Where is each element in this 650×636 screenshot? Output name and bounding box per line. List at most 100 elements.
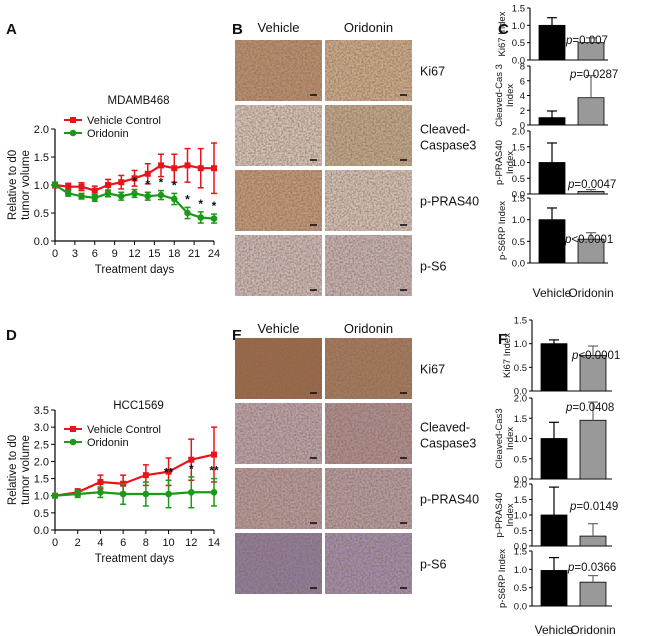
bar-vehicle	[538, 162, 566, 195]
data-point	[211, 451, 217, 458]
y-tick-label: 0.0	[514, 387, 527, 398]
bar-subplot: 0.0 0.5 1.0 1.5 2.0 p=0.0149 p-PRAS40Index	[494, 480, 618, 553]
micrograph-texture	[325, 170, 412, 231]
y-axis-label: Cleaved-Cas3Index	[494, 408, 516, 468]
p-value: p=0.0047	[567, 179, 616, 191]
line-chart-D: HCC1569 0.0 0.5 1.0 1.5 2.0 2.5 3.0 3.5 0 2 4 6 8 10 12…	[7, 400, 220, 565]
data-point	[188, 456, 195, 463]
bar-chart-C: 0.0 0.5 1.0 1.5 p=0.007 Ki67 Index 0 2 4 6 8 p=0.02…	[494, 4, 618, 301]
data-point	[131, 175, 138, 182]
bar-oridonin	[579, 535, 607, 547]
bar-subplot: 0.0 0.5 1.0 1.5 p=0.0366 p-S6RP Index	[497, 547, 616, 613]
x-tick-label: 21	[188, 248, 200, 260]
bar-vehicle	[540, 514, 568, 547]
data-point	[119, 490, 127, 498]
y-tick-label: 1.5	[512, 142, 525, 153]
y-tick-label: 0.5	[514, 454, 527, 465]
y-tick-label: 1.0	[514, 565, 527, 576]
legend-marker	[69, 438, 77, 446]
micrograph-texture	[235, 468, 322, 529]
data-point	[210, 215, 218, 222]
y-tick-label: 1.0	[512, 215, 525, 226]
data-point	[118, 179, 125, 186]
data-point	[170, 195, 178, 203]
row-label: Cleaved-	[420, 421, 470, 435]
data-point	[64, 190, 72, 197]
micrograph-texture	[325, 338, 412, 399]
data-point	[78, 183, 85, 190]
data-point	[131, 190, 138, 197]
bar-oridonin	[577, 97, 605, 126]
data-point	[105, 182, 111, 188]
x-tick-label: 8	[143, 537, 149, 549]
bar-oridonin	[579, 581, 607, 607]
y-tick-label: 2.0	[34, 456, 49, 468]
chart-title: MDAMB468	[108, 95, 170, 107]
y-axis-label: Relative to d0tumor volume	[7, 150, 32, 220]
row-label: Ki67	[420, 65, 445, 79]
bar-vehicle	[540, 570, 568, 607]
column-header: Oridonin	[344, 20, 393, 35]
data-point	[184, 209, 191, 217]
y-tick-label: 0.5	[514, 583, 527, 594]
y-tick-label: 4	[520, 91, 525, 102]
data-point	[184, 162, 191, 169]
micrograph-panel-E: Vehicle Oridonin Ki67 Cleaved- Caspase3 p-PRA…	[235, 321, 479, 594]
y-tick-label: 1.0	[512, 158, 525, 169]
column-header: Oridonin	[344, 321, 393, 336]
p-value: p<0.0001	[571, 350, 620, 362]
data-point	[197, 165, 204, 172]
micrograph-texture	[235, 235, 322, 296]
data-point	[91, 187, 98, 194]
panel-letter: E	[232, 327, 242, 344]
row-label: p-PRAS40	[420, 493, 479, 507]
micrograph-texture	[235, 338, 322, 399]
data-point	[157, 191, 165, 199]
micrograph-texture	[235, 533, 322, 594]
y-tick-label: 0.0	[512, 56, 525, 67]
panel-letter: D	[6, 327, 17, 344]
data-point	[165, 468, 172, 475]
significance-star: *	[189, 462, 194, 476]
y-tick-label: 1.5	[512, 4, 525, 15]
bar-vehicle	[540, 343, 568, 392]
x-tick-label: 14	[208, 537, 220, 549]
y-tick-label: 0.5	[34, 208, 49, 220]
bar-oridonin	[579, 419, 607, 480]
y-tick-label: 1.5	[514, 547, 527, 558]
micrograph-texture	[325, 533, 412, 594]
y-axis-label: p-PRAS40Index	[494, 493, 516, 538]
y-tick-label: 0.5	[512, 237, 525, 248]
data-point	[144, 170, 151, 177]
p-value: p=0.0287	[569, 69, 618, 81]
y-tick-label: 0.0	[34, 525, 49, 537]
y-tick-label: 1.5	[34, 474, 49, 486]
y-tick-label: 0.5	[512, 174, 525, 185]
series-line-vehicle	[54, 453, 215, 497]
legend-marker	[70, 426, 76, 432]
micrograph-panel-B: Vehicle Oridonin Ki67 Cleaved- Caspase3 p-PRA…	[235, 20, 479, 296]
x-tick-label: 10	[162, 537, 174, 549]
panel-letter: C	[498, 21, 509, 38]
chart-title: HCC1569	[113, 400, 164, 412]
x-tick-label: 6	[120, 537, 126, 549]
bar-subplot: 0.0 0.5 1.0 1.5 2.0 p=0.0047 p-PRAS40Index	[494, 127, 616, 201]
x-tick-label: 24	[208, 248, 220, 260]
micrograph-texture	[235, 105, 322, 166]
y-tick-label: 2.5	[34, 439, 49, 451]
y-tick-label: 3.0	[34, 422, 49, 434]
data-point	[211, 165, 217, 172]
data-point	[51, 492, 59, 500]
micrograph-texture	[325, 403, 412, 464]
y-tick-label: 0.5	[514, 363, 527, 374]
y-tick-label: 1.0	[34, 491, 49, 503]
y-tick-label: 1.0	[514, 434, 527, 445]
y-tick-label: 8	[520, 62, 525, 73]
y-tick-label: 0.0	[512, 190, 525, 201]
y-tick-label: 1.0	[512, 21, 525, 32]
significance-star: **	[209, 464, 219, 478]
x-tick-label: 2	[75, 537, 81, 549]
y-tick-label: 1.5	[34, 152, 49, 164]
x-category-label: Oridonin	[570, 623, 615, 636]
